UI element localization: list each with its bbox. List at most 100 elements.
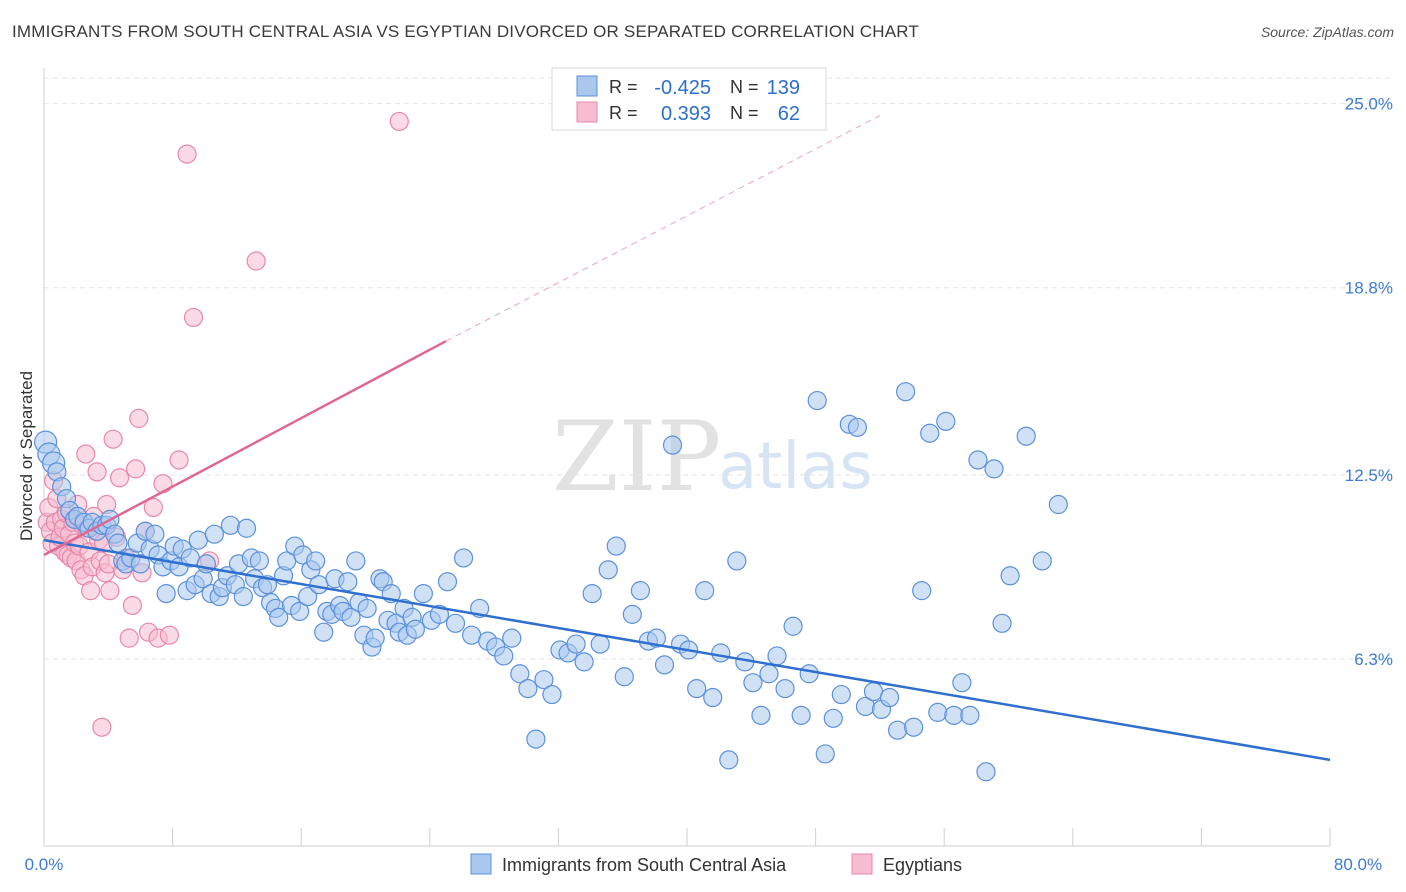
south-central-asia-point	[494, 646, 514, 666]
legend-n-value-pink: 62	[778, 103, 800, 125]
south-central-asia-point	[936, 411, 956, 431]
south-central-asia-point	[518, 679, 538, 699]
chart-title: IMMIGRANTS FROM SOUTH CENTRAL ASIA VS EG…	[12, 22, 919, 41]
south-central-asia-point	[582, 583, 602, 604]
south-central-asia-point	[156, 583, 176, 604]
south-central-asia-point	[1016, 426, 1036, 446]
south-central-asia-point	[863, 681, 884, 702]
south-central-asia-point	[606, 536, 626, 556]
south-central-asia-points	[34, 382, 1068, 782]
egyptians-point	[153, 474, 173, 494]
y-tick-label: 12.5%	[1345, 466, 1393, 485]
south-central-asia-point	[783, 616, 803, 636]
south-central-asia-point	[896, 382, 916, 402]
south-central-asia-point	[904, 717, 924, 737]
series-legend: Immigrants from South Central Asia Egypt…	[470, 853, 962, 875]
egyptians-points	[37, 111, 409, 737]
south-central-asia-point	[847, 417, 867, 437]
south-central-asia-point	[566, 634, 586, 654]
south-central-asia-point	[687, 679, 707, 699]
south-central-asia-point	[188, 530, 208, 550]
y-axis-title: Divorced or Separated	[17, 371, 36, 541]
egyptians-point	[126, 459, 146, 479]
egyptians-point	[81, 581, 101, 601]
egyptians-point	[92, 717, 112, 737]
legend-n-value-blue: 139	[767, 77, 800, 99]
south-central-asia-point	[968, 450, 988, 470]
legend-swatch-pink	[576, 101, 598, 123]
south-central-asia-point	[767, 646, 787, 666]
south-central-asia-point	[405, 619, 425, 639]
watermark-zip: ZIP	[552, 401, 721, 513]
series-legend-swatch-pink	[851, 853, 873, 875]
egyptians-point	[177, 144, 197, 164]
south-central-asia-point	[590, 634, 610, 654]
south-central-asia-point	[928, 702, 948, 722]
south-central-asia-point	[751, 705, 771, 725]
south-central-asia-point	[815, 744, 835, 764]
south-central-asia-point	[976, 762, 996, 782]
x-tick-labels: 0.0% 80.0%	[25, 855, 1382, 874]
trend-line-south-central-asia	[43, 538, 1331, 762]
south-central-asia-point	[920, 423, 940, 443]
south-central-asia-point	[759, 664, 779, 684]
y-tick-labels: 6.3% 12.5% 18.8% 25.0%	[1345, 95, 1393, 669]
south-central-asia-point	[233, 586, 253, 607]
south-central-asia-point	[346, 551, 366, 571]
x-tick-label-max: 80.0%	[1334, 855, 1382, 874]
south-central-asia-point	[1048, 494, 1068, 515]
south-central-asia-point	[831, 684, 851, 705]
south-central-asia-point	[249, 551, 270, 571]
south-central-asia-point	[727, 551, 747, 571]
y-tick-label: 18.8%	[1345, 279, 1393, 298]
south-central-asia-point	[719, 750, 739, 770]
south-central-asia-point	[413, 583, 433, 604]
south-central-asia-point	[445, 613, 466, 633]
legend-r-label-pink: R =	[609, 103, 638, 123]
south-central-asia-point	[204, 524, 224, 544]
egyptians-point	[109, 468, 130, 488]
south-central-asia-point	[502, 628, 522, 648]
egyptians-point	[246, 251, 266, 271]
legend-r-value-blue: -0.425	[654, 77, 711, 99]
series-legend-swatch-blue	[470, 853, 492, 875]
south-central-asia-point	[534, 670, 554, 690]
legend-r-label-blue: R =	[609, 77, 638, 97]
south-central-asia-point	[341, 607, 361, 627]
grid-layer	[44, 77, 1394, 660]
south-central-asia-point	[130, 554, 151, 574]
series-legend-label-blue: Immigrants from South Central Asia	[502, 855, 787, 875]
south-central-asia-point	[823, 708, 843, 728]
south-central-asia-point	[461, 625, 482, 645]
south-central-asia-point	[453, 548, 474, 568]
south-central-asia-point	[306, 551, 326, 571]
egyptians-point	[103, 429, 123, 449]
egyptians-point	[169, 450, 189, 470]
south-central-asia-point	[365, 628, 385, 648]
south-central-asia-point	[646, 628, 667, 648]
south-central-asia-point	[879, 687, 900, 708]
south-central-asia-point	[807, 390, 827, 411]
egyptians-point	[143, 497, 163, 518]
legend-r-value-pink: 0.393	[661, 103, 711, 125]
south-central-asia-point	[662, 435, 683, 455]
legend-box	[551, 67, 827, 131]
south-central-asia-point	[357, 598, 377, 619]
watermark-atlas: atlas	[718, 430, 873, 504]
south-central-asia-point	[309, 575, 329, 595]
legend-swatch-blue	[576, 75, 598, 97]
south-central-asia-point	[236, 518, 257, 538]
south-central-asia-point	[145, 524, 165, 544]
south-central-asia-point	[799, 664, 819, 684]
south-central-asia-point	[775, 679, 795, 699]
egyptians-point	[76, 444, 96, 464]
south-central-asia-point	[429, 604, 450, 624]
egyptians-point	[87, 462, 107, 482]
south-central-asia-point	[437, 572, 458, 592]
south-central-asia-point	[711, 643, 731, 663]
south-central-asia-point	[269, 607, 289, 627]
south-central-asia-point	[298, 586, 318, 607]
egyptians-point	[389, 111, 409, 132]
south-central-asia-point	[984, 459, 1004, 479]
